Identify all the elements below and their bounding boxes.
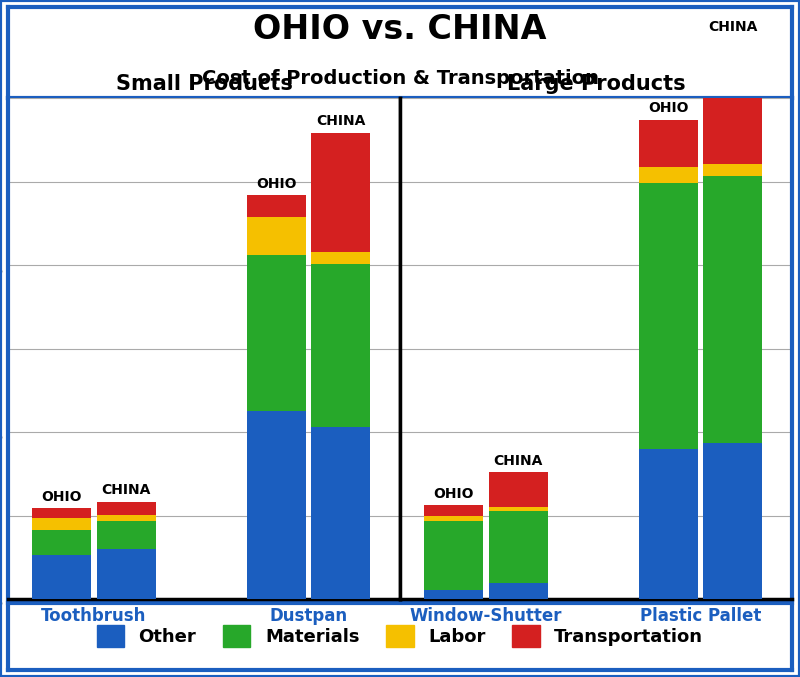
Text: OHIO: OHIO	[434, 487, 474, 500]
Bar	[489, 584, 548, 599]
Bar	[247, 411, 306, 599]
Bar	[97, 549, 156, 599]
Title: Small Products: Small Products	[115, 74, 293, 94]
Text: CHINA: CHINA	[494, 454, 543, 468]
Bar	[639, 167, 698, 183]
Bar	[639, 449, 698, 599]
Bar	[247, 217, 306, 255]
Bar	[32, 530, 91, 555]
Bar	[703, 39, 762, 164]
Bar	[32, 508, 91, 518]
Text: OHIO: OHIO	[42, 489, 82, 504]
Bar	[424, 590, 483, 599]
Bar	[703, 443, 762, 599]
Text: CHINA: CHINA	[708, 20, 758, 34]
Bar	[247, 255, 306, 411]
Bar	[424, 516, 483, 521]
Bar	[703, 164, 762, 177]
Bar	[424, 521, 483, 590]
Text: CHINA: CHINA	[102, 483, 151, 498]
Bar	[32, 518, 91, 530]
Text: OHIO: OHIO	[648, 102, 689, 115]
Bar	[311, 252, 370, 264]
Bar	[97, 502, 156, 515]
Bar	[247, 195, 306, 217]
Bar	[311, 427, 370, 599]
Bar	[489, 507, 548, 512]
Bar	[311, 133, 370, 252]
Bar	[639, 120, 698, 167]
Legend: Other, Materials, Labor, Transportation: Other, Materials, Labor, Transportation	[88, 616, 712, 657]
Text: Cost of Production & Transportation: Cost of Production & Transportation	[202, 68, 598, 87]
Text: OHIO: OHIO	[256, 177, 297, 190]
Bar	[639, 183, 698, 449]
Bar	[424, 505, 483, 516]
Bar	[489, 512, 548, 584]
Bar	[703, 177, 762, 443]
Bar	[32, 555, 91, 599]
Bar	[311, 264, 370, 427]
Bar	[97, 515, 156, 521]
Text: CHINA: CHINA	[316, 114, 366, 128]
Bar	[489, 473, 548, 507]
Title: Large Products: Large Products	[506, 74, 686, 94]
Text: OHIO vs. CHINA: OHIO vs. CHINA	[254, 13, 546, 46]
Bar	[97, 521, 156, 549]
